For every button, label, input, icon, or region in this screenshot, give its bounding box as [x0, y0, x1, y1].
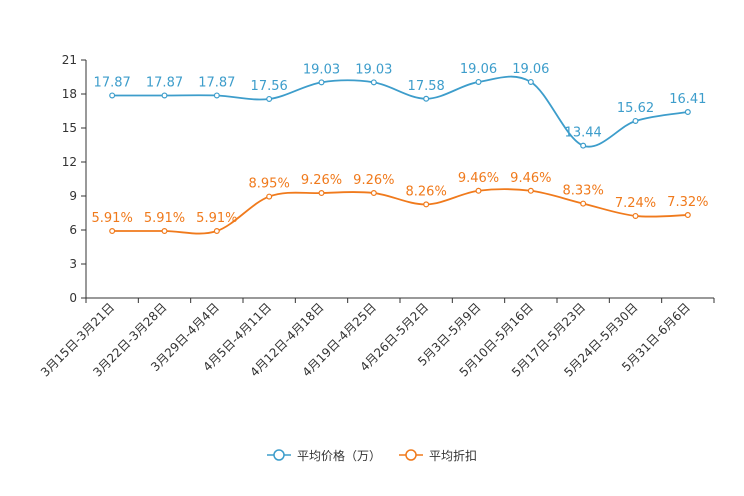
data-point	[161, 92, 168, 99]
data-label: 17.87	[198, 75, 235, 90]
data-point	[684, 212, 691, 219]
data-label: 8.95%	[249, 177, 290, 192]
y-tick-label: 21	[62, 53, 77, 67]
data-point	[370, 79, 377, 86]
data-point	[684, 109, 691, 116]
chart-data-labels: 17.87 17.87 17.87 17.56 19.03 19.03 17.58 19.06…	[92, 62, 709, 226]
data-label: 5.91%	[196, 211, 237, 226]
data-point	[266, 95, 273, 102]
data-point	[213, 228, 220, 235]
data-label: 15.62	[617, 101, 654, 116]
chart-axes: 0369121518213月15日-3月21日3月22日-3月28日3月29日-…	[38, 53, 715, 380]
data-point	[580, 200, 587, 207]
chart-series	[109, 75, 691, 235]
data-label: 13.44	[565, 126, 602, 141]
data-label: 19.06	[512, 62, 549, 77]
data-label: 17.56	[251, 79, 288, 94]
data-label: 5.91%	[144, 211, 185, 226]
data-point	[213, 92, 220, 99]
data-label: 5.91%	[92, 211, 133, 226]
data-label: 19.03	[355, 62, 392, 77]
data-point	[527, 78, 534, 85]
data-label: 9.26%	[301, 173, 342, 188]
data-point	[475, 78, 482, 85]
data-point	[632, 212, 639, 219]
data-label: 17.87	[94, 75, 131, 90]
data-point	[266, 193, 273, 200]
data-point	[632, 117, 639, 124]
data-point	[423, 95, 430, 102]
data-point	[527, 187, 534, 194]
data-point	[109, 228, 116, 235]
legend-item-avg-discount[interactable]: 平均折扣	[399, 447, 477, 464]
data-label: 7.24%	[615, 196, 656, 211]
y-tick-label: 12	[62, 155, 77, 169]
data-point	[109, 92, 116, 99]
y-tick-label: 18	[62, 87, 77, 101]
data-label: 17.58	[408, 79, 445, 94]
legend-line-circle-icon	[266, 449, 291, 461]
legend-item-avg-price[interactable]: 平均价格（万）	[266, 447, 381, 464]
data-point	[475, 187, 482, 194]
data-label: 17.87	[146, 75, 183, 90]
data-point	[318, 79, 325, 86]
data-label: 19.03	[303, 62, 340, 77]
data-label: 16.41	[669, 92, 706, 107]
data-point	[580, 142, 587, 149]
data-point	[370, 190, 377, 197]
data-label: 8.33%	[563, 184, 604, 199]
y-tick-label: 6	[69, 223, 77, 237]
data-label: 9.46%	[510, 171, 551, 186]
y-tick-label: 3	[69, 257, 77, 271]
data-label: 7.32%	[667, 195, 708, 210]
legend-label-avg-discount: 平均折扣	[429, 448, 478, 463]
data-point	[318, 190, 325, 197]
series-line-1	[112, 188, 688, 235]
legend-line-circle-icon	[399, 449, 423, 461]
data-label: 9.26%	[353, 173, 394, 188]
y-tick-label: 15	[62, 121, 77, 135]
data-label: 8.26%	[406, 184, 447, 199]
data-label: 19.06	[460, 62, 497, 77]
data-point	[423, 201, 430, 208]
data-point	[161, 228, 168, 235]
chart-legend: 平均价格（万） 平均折扣	[0, 443, 744, 467]
legend-label-avg-price: 平均价格（万）	[296, 448, 381, 463]
y-tick-label: 0	[69, 291, 77, 305]
data-label: 9.46%	[458, 171, 499, 186]
y-tick-label: 9	[69, 189, 77, 203]
